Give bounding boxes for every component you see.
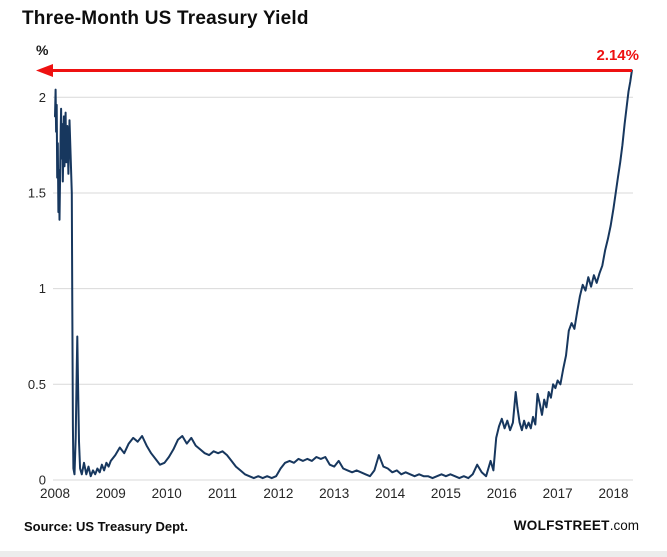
y-axis-unit-label: % [36, 42, 49, 58]
yield-line-chart: 0 0.5 1 1.5 2 2008 2009 2010 2011 2012 2013 2014 201… [28, 64, 633, 501]
x-tick-label: 2014 [375, 486, 406, 501]
y-tick-label: 0.5 [28, 377, 46, 392]
x-tick-label: 2008 [40, 486, 70, 501]
bottom-edge-strip [0, 551, 667, 557]
x-tick-label: 2013 [319, 486, 349, 501]
brand-suffix: .com [609, 518, 639, 533]
brand-label: WOLFSTREET.com [514, 518, 639, 533]
x-tick-label: 2010 [152, 486, 182, 501]
x-tick-label: 2011 [208, 486, 237, 501]
x-tick-label: 2015 [431, 486, 461, 501]
x-tick-label: 2009 [96, 486, 126, 501]
source-label: Source: US Treasury Dept. [24, 519, 188, 534]
latest-value-label: 2.14% [596, 47, 639, 64]
y-tick-label: 0 [39, 473, 46, 488]
x-tick-label: 2012 [263, 486, 293, 501]
chart-title: Three-Month US Treasury Yield [22, 8, 309, 29]
arrow-head-icon [36, 64, 53, 77]
brand-name: WOLFSTREET [513, 518, 610, 533]
yield-line [54, 69, 633, 480]
x-tick-label: 2016 [487, 486, 517, 501]
y-tick-label: 1.5 [28, 186, 46, 201]
y-tick-label: 2 [39, 90, 46, 105]
x-tick-label: 2017 [543, 486, 573, 501]
x-tick-label: 2018 [598, 486, 628, 501]
y-tick-label: 1 [39, 281, 46, 296]
